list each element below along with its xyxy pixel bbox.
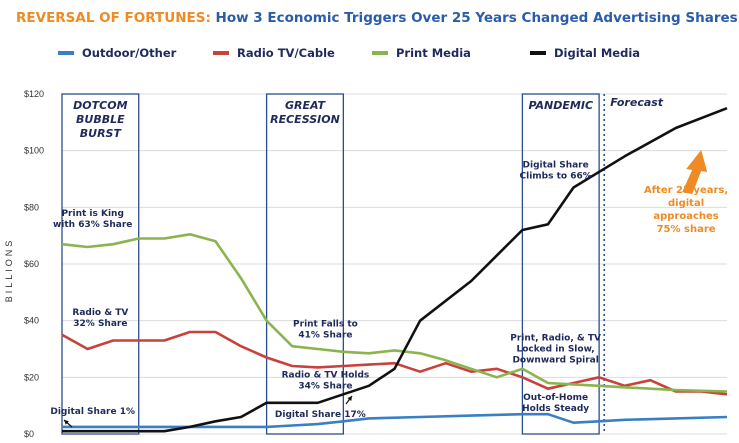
- legend-item-print: Print Media: [372, 46, 471, 60]
- legend: Outdoor/Other Radio TV/Cable Print Media Di…: [58, 46, 640, 60]
- period-label: BURST: [80, 127, 123, 140]
- period-label: BUBBLE: [76, 113, 125, 126]
- series-line-digital: [62, 106, 728, 433]
- period-label: PANDEMIC: [528, 99, 593, 112]
- annotation-line: Digital Share: [523, 161, 589, 171]
- annotation-line: Radio & TV Holds: [282, 370, 370, 380]
- annotation-line: 32% Share: [73, 319, 127, 329]
- legend-item-radio_tv: Radio TV/Cable: [213, 46, 335, 60]
- forecast-label: Forecast: [610, 96, 664, 109]
- annotation-line: Print Falls to: [293, 319, 358, 329]
- annotation-line: Locked in Slow,: [517, 345, 595, 355]
- annotation-line: Digital Share 17%: [275, 410, 366, 420]
- y-axis: $0 $20 $40 $60 $80 $100 $120: [24, 89, 44, 439]
- annotation-line: Out-of-Home: [523, 393, 588, 403]
- chart-title-rest: How 3 Economic Triggers Over 25 Years Ch…: [211, 10, 738, 26]
- annotation: Digital Share 1%: [50, 407, 135, 417]
- annotation-line: with 63% Share: [53, 220, 132, 230]
- pointer-arrowhead-icon: [347, 396, 352, 401]
- period-label: RECESSION: [270, 113, 340, 126]
- chart-title-highlight: REVERSAL OF FORTUNES:: [16, 10, 211, 26]
- annotation-line: 34% Share: [298, 381, 352, 391]
- y-tick-label: $120: [24, 89, 44, 99]
- y-tick-label: $60: [24, 259, 39, 269]
- annotation-line: Print, Radio, & TV: [510, 334, 601, 344]
- grid: [62, 93, 727, 435]
- annotation-line: Print is King: [61, 209, 123, 219]
- period-box-frame: [61, 93, 140, 435]
- legend-label: Radio TV/Cable: [237, 46, 335, 60]
- annotation-line: Downward Spiral: [512, 356, 598, 366]
- legend-label: Digital Media: [554, 46, 640, 60]
- period-label: DOTCOM: [73, 99, 127, 112]
- pointer-arrowhead-icon: [64, 420, 69, 425]
- period-label: GREAT: [285, 99, 326, 112]
- period-box: PANDEMIC: [521, 93, 600, 435]
- chart-title: REVERSAL OF FORTUNES: How 3 Economic Tri…: [16, 10, 738, 26]
- legend-label: Outdoor/Other: [82, 46, 177, 60]
- y-axis-label: BILLIONS: [4, 238, 14, 303]
- annotation-line: digital: [668, 198, 704, 209]
- series-line-print: [61, 233, 728, 393]
- annotation: Digital Share 17%: [275, 410, 366, 420]
- y-tick-label: $80: [24, 202, 39, 212]
- annotation-line: Digital Share 1%: [50, 407, 135, 417]
- legend-item-outdoor: Outdoor/Other: [58, 46, 177, 60]
- annotation-line: Holds Steady: [522, 404, 589, 414]
- y-tick-label: $40: [24, 316, 39, 326]
- period-box-frame: [521, 93, 600, 435]
- y-tick-label: $20: [24, 372, 39, 382]
- legend-label: Print Media: [396, 46, 471, 60]
- legend-item-digital: Digital Media: [530, 46, 640, 60]
- annotation-line: 75% share: [657, 224, 716, 235]
- period-box-frame: [265, 93, 344, 435]
- annotation-line: Climbs to 66%: [520, 172, 592, 182]
- series-line-radio_tv: [61, 330, 728, 396]
- y-tick-label: $0: [24, 429, 34, 439]
- series-line-outdoor: [62, 412, 728, 429]
- series-lines: [61, 106, 728, 433]
- y-tick-label: $100: [24, 146, 44, 156]
- annotation-line: 41% Share: [298, 330, 352, 340]
- forecast-arrow-icon: [682, 150, 708, 194]
- annotation-line: Radio & TV: [72, 308, 128, 318]
- annotation-line: approaches: [653, 211, 718, 222]
- growth-arrow: [682, 150, 708, 194]
